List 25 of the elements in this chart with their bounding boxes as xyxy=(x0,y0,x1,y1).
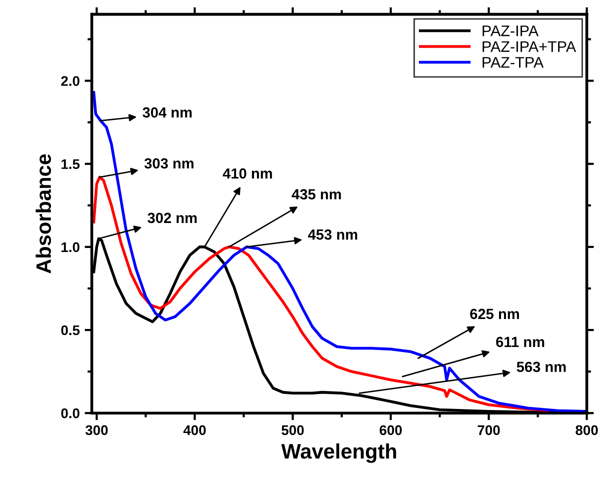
x-tick-label: 300 xyxy=(85,425,108,436)
legend-label: PAZ-TPA xyxy=(482,57,544,68)
annotation: 625 nm xyxy=(470,308,519,320)
y-tick-label: 0.5 xyxy=(61,325,80,336)
y-axis-title: Absorbance xyxy=(36,154,52,274)
legend-label: PAZ-IPA+TPA xyxy=(482,41,576,52)
y-tick-label: 1.0 xyxy=(62,242,80,252)
annotation: 410 nm xyxy=(222,168,272,179)
annotation: 611 nm xyxy=(496,336,544,348)
y-tick-label: 1.5 xyxy=(62,159,80,170)
x-tick-label: 600 xyxy=(380,425,402,436)
annotation: 304 nm xyxy=(142,107,192,118)
y-tick-label: 2.0 xyxy=(61,76,80,86)
x-tick-label: 800 xyxy=(576,425,598,436)
annotation: 302 nm xyxy=(148,212,197,224)
annotation: 563 nm xyxy=(516,362,566,372)
annotation: 453 nm xyxy=(308,229,358,240)
y-tick-label: 0.0 xyxy=(61,408,80,418)
x-tick-label: 500 xyxy=(282,425,304,436)
legend-label: PAZ-IPA xyxy=(482,26,539,36)
x-tick-label: 400 xyxy=(183,425,206,436)
annotation: 303 nm xyxy=(144,158,194,169)
annotation: 435 nm xyxy=(292,189,341,200)
x-axis-title: Wavelength xyxy=(281,443,396,463)
x-tick-label: 700 xyxy=(478,425,500,436)
